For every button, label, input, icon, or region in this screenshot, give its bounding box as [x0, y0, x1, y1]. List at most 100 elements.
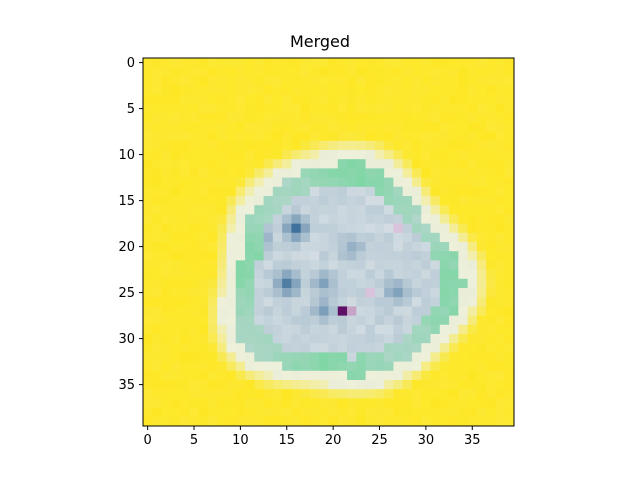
heatmap-cell — [356, 315, 367, 326]
heatmap-cell — [245, 58, 255, 68]
heatmap-cells — [143, 58, 515, 427]
heatmap-cell — [263, 104, 274, 114]
heatmap-cell — [254, 370, 264, 381]
heatmap-cell — [337, 260, 348, 270]
heatmap-cell — [486, 131, 496, 142]
heatmap-cell — [504, 288, 515, 298]
heatmap-cell — [170, 343, 181, 353]
heatmap-cell — [337, 85, 348, 96]
heatmap-cell — [207, 131, 218, 142]
heatmap-cell — [476, 113, 487, 123]
heatmap-cell — [319, 297, 329, 307]
heatmap-cell — [282, 361, 292, 372]
heatmap-cell — [170, 159, 181, 169]
heatmap-cell — [439, 223, 450, 234]
heatmap-cell — [476, 315, 487, 326]
heatmap-cell — [170, 76, 181, 86]
heatmap-cell — [207, 94, 218, 105]
heatmap-cell — [319, 177, 329, 188]
heatmap-cell — [263, 324, 274, 335]
heatmap-cell — [309, 58, 320, 68]
heatmap-cell — [161, 297, 172, 307]
heatmap-cell — [402, 260, 413, 270]
heatmap-cell — [263, 67, 274, 77]
heatmap-cell — [226, 205, 237, 215]
heatmap-cell — [467, 131, 478, 142]
heatmap-cell — [207, 315, 218, 326]
y-tick-label: 15 — [118, 194, 135, 209]
heatmap-cell — [347, 113, 357, 123]
heatmap-cell — [282, 104, 292, 114]
heatmap-cell — [189, 389, 200, 399]
heatmap-cell — [504, 94, 515, 105]
heatmap-cell — [402, 398, 413, 408]
heatmap-cell — [476, 76, 487, 86]
heatmap-cell — [291, 177, 302, 188]
heatmap-cell — [486, 177, 496, 188]
heatmap-cell — [347, 159, 357, 169]
heatmap-cell — [226, 140, 237, 151]
heatmap-cell — [458, 297, 469, 307]
heatmap-cell — [198, 196, 209, 206]
heatmap-cell — [161, 260, 172, 270]
heatmap-cell — [439, 251, 450, 261]
heatmap-cell — [430, 398, 441, 408]
heatmap-cell — [226, 389, 237, 399]
heatmap-cell — [402, 334, 413, 344]
heatmap-cell — [319, 352, 329, 362]
heatmap-cell — [374, 288, 385, 298]
heatmap-cell — [161, 140, 172, 151]
heatmap-cell — [421, 352, 431, 362]
heatmap-cell — [411, 416, 422, 427]
heatmap-cell — [198, 58, 209, 68]
heatmap-cell — [291, 398, 302, 408]
heatmap-cell — [430, 131, 441, 142]
heatmap-cell — [504, 150, 515, 160]
heatmap-cell — [356, 205, 367, 215]
heatmap-cell — [217, 58, 227, 68]
y-tick-label: 5 — [127, 102, 135, 117]
heatmap-cell — [161, 407, 172, 418]
heatmap-cell — [143, 407, 153, 418]
heatmap-cell — [365, 361, 376, 372]
heatmap-cell — [180, 315, 190, 326]
heatmap-cell — [272, 398, 283, 408]
heatmap-cell — [170, 278, 181, 289]
heatmap-cell — [272, 260, 283, 270]
heatmap-cell — [458, 334, 469, 344]
heatmap-cell — [161, 380, 172, 390]
heatmap-cell — [189, 113, 200, 123]
heatmap-cell — [430, 196, 441, 206]
heatmap-cell — [263, 269, 274, 280]
heatmap-cell — [217, 196, 227, 206]
heatmap-cell — [245, 370, 255, 381]
heatmap-cell — [449, 113, 459, 123]
heatmap-cell — [486, 370, 496, 381]
heatmap-cell — [486, 58, 496, 68]
y-tick-label: 30 — [118, 332, 135, 347]
heatmap-cell — [226, 343, 237, 353]
heatmap-cell — [504, 76, 515, 86]
heatmap-cell — [235, 177, 246, 188]
heatmap-cell — [245, 67, 255, 77]
heatmap-cell — [411, 67, 422, 77]
heatmap-cell — [421, 343, 431, 353]
heatmap-cell — [207, 159, 218, 169]
heatmap-cell — [282, 251, 292, 261]
heatmap-cell — [263, 297, 274, 307]
heatmap-cell — [189, 297, 200, 307]
heatmap-cell — [421, 260, 431, 270]
heatmap-cell — [439, 269, 450, 280]
heatmap-cell — [347, 278, 357, 289]
heatmap-cell — [467, 205, 478, 215]
heatmap-cell — [226, 131, 237, 142]
heatmap-cell — [263, 85, 274, 96]
heatmap-cell — [411, 232, 422, 243]
heatmap-cell — [402, 94, 413, 105]
heatmap-cell — [309, 398, 320, 408]
heatmap-cell — [421, 67, 431, 77]
heatmap-cell — [226, 94, 237, 105]
heatmap-cell — [356, 352, 367, 362]
heatmap-cell — [180, 177, 190, 188]
heatmap-cell — [421, 324, 431, 335]
